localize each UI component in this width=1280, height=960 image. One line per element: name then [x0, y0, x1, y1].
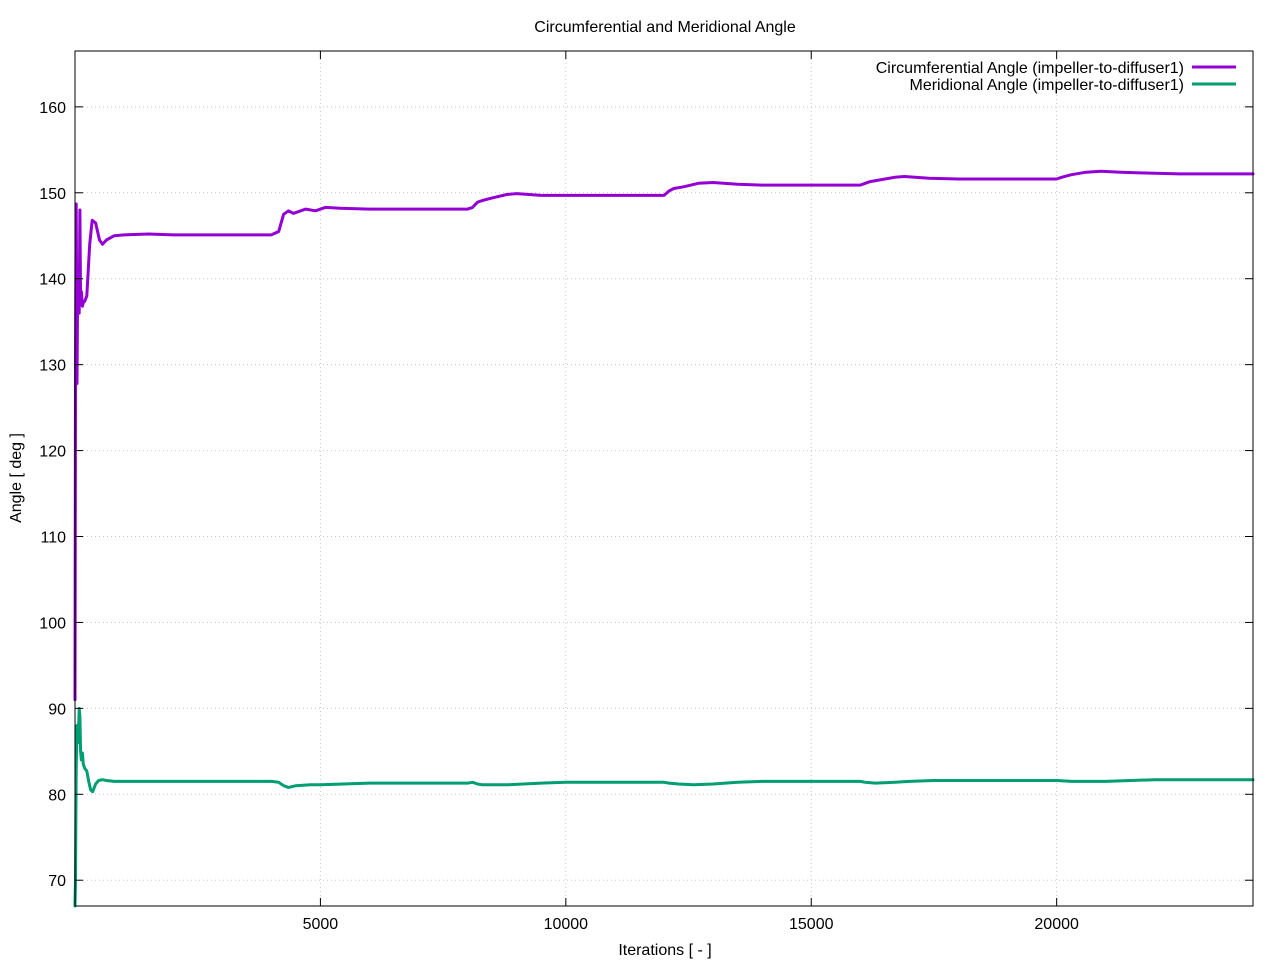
y-tick-label: 110: [40, 530, 66, 547]
y-axis-label: Angle [ deg ]: [8, 433, 25, 523]
y-tick-label: 160: [39, 100, 66, 117]
legend-label: Circumferential Angle (impeller-to-diffu…: [876, 60, 1184, 77]
y-tick-label: 150: [39, 186, 66, 203]
x-tick-label: 5000: [303, 916, 339, 933]
y-tick-label: 140: [39, 272, 66, 289]
y-tick-label: 130: [39, 358, 66, 375]
grid: [75, 51, 1253, 906]
legend: Circumferential Angle (impeller-to-diffu…: [876, 60, 1236, 94]
y-tick-label: 80: [48, 787, 66, 804]
x-axis-label: Iterations [ - ]: [618, 942, 711, 959]
chart-title: Circumferential and Meridional Angle: [534, 19, 796, 36]
plot-series: [73, 169, 1255, 908]
x-tick-label: 20000: [1034, 916, 1079, 933]
plot-frame: [74, 50, 1254, 907]
y-tick-label: 70: [48, 873, 66, 890]
x-tick-label: 15000: [789, 916, 834, 933]
y-tick-label: 120: [39, 444, 66, 461]
series-line-circumferential: [73, 169, 1255, 702]
legend-label: Meridional Angle (impeller-to-diffuser1): [910, 77, 1185, 94]
series-line-meridional: [73, 706, 1255, 908]
y-tick-label: 90: [48, 701, 66, 718]
axes: 5000 10000 15000 20000 70 80 90 100 110 120 130 140…: [39, 51, 1253, 933]
y-tick-label: 100: [39, 615, 66, 632]
x-tick-label: 10000: [544, 916, 589, 933]
